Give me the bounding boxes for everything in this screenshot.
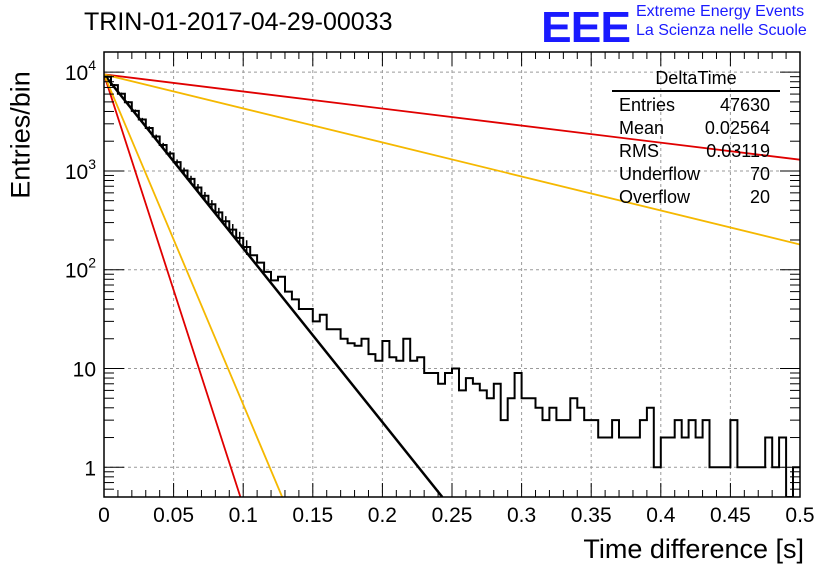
fit-curves	[104, 73, 800, 497]
stats-label: Entries	[619, 95, 676, 115]
stats-box: DeltaTime Entries 47630 Mean 0.02564 RMS 0.…	[612, 68, 780, 209]
grid-lines	[104, 52, 800, 497]
axis-ticks	[103, 52, 801, 498]
logo-line-1: Extreme Energy Events	[636, 3, 805, 20]
stats-label: Mean	[619, 118, 665, 138]
y-axis-label: Entries/bin	[5, 71, 36, 199]
fit-curve	[104, 73, 800, 246]
y-tick-label-base: 10	[73, 358, 96, 381]
histogram	[104, 75, 800, 497]
x-tick-label: 0.35	[571, 504, 612, 527]
x-tick-label: 0.15	[292, 504, 333, 527]
x-tick-labels: 0 0.05 0.1 0.15 0.2 0.25 0.3 0.35 0.4 0.45 0.5	[98, 504, 814, 527]
y-tick-label: 102	[65, 255, 96, 283]
y-tick-label-exponent: 4	[88, 57, 96, 73]
stats-value: 47630	[719, 95, 770, 115]
stats-value: 0.02564	[704, 118, 770, 138]
histogram-line	[104, 75, 800, 497]
stats-title: DeltaTime	[612, 68, 780, 92]
stats-row: Mean 0.02564	[612, 117, 780, 140]
stats-value: 20	[749, 187, 770, 207]
stats-value: 70	[749, 164, 770, 184]
x-tick-label: 0.3	[507, 504, 536, 527]
stats-value: 0.03119	[706, 141, 770, 161]
x-tick-label: 0.5	[785, 504, 814, 527]
x-tick-label: 0.2	[368, 504, 397, 527]
stats-label: Overflow	[619, 187, 691, 207]
x-tick-label: 0.25	[432, 504, 473, 527]
y-tick-label: 103	[65, 156, 96, 184]
y-axis-label-box: Entries/bin	[6, 60, 36, 210]
stats-row: Overflow 20	[612, 186, 780, 209]
y-tick-label-base: 10	[65, 62, 88, 85]
eee-logo: EEE	[541, 2, 631, 52]
y-tick-label-exponent: 3	[88, 156, 96, 172]
stats-row: Entries 47630	[612, 94, 780, 117]
y-tick-label-base: 10	[65, 161, 88, 184]
stats-label: Underflow	[619, 164, 701, 184]
y-tick-label-base: 10	[65, 260, 88, 283]
fit-curve	[104, 73, 444, 497]
x-tick-label: 0.05	[153, 504, 194, 527]
y-tick-label: 10	[73, 358, 96, 381]
logo-line-2: La Scienza nelle Scuole	[636, 22, 807, 39]
x-tick-label: 0.45	[710, 504, 751, 527]
fit-curve	[104, 74, 242, 497]
chart-title: TRIN-01-2017-04-29-00033	[84, 8, 393, 36]
fit-curve	[104, 73, 800, 161]
x-axis-label: Time difference [s]	[583, 534, 804, 564]
y-tick-label-base: 1	[84, 457, 96, 480]
x-tick-label: 0.1	[229, 504, 258, 527]
stats-row: RMS 0.03119	[612, 140, 780, 163]
y-tick-label: 1	[84, 457, 96, 480]
x-tick-label: 0	[98, 504, 110, 527]
y-tick-label: 104	[65, 57, 96, 85]
stats-label: RMS	[619, 141, 659, 161]
x-tick-label: 0.4	[646, 504, 676, 527]
fit-curve	[104, 74, 284, 497]
y-tick-label-exponent: 2	[88, 255, 96, 271]
stats-row: Underflow 70	[612, 163, 780, 186]
